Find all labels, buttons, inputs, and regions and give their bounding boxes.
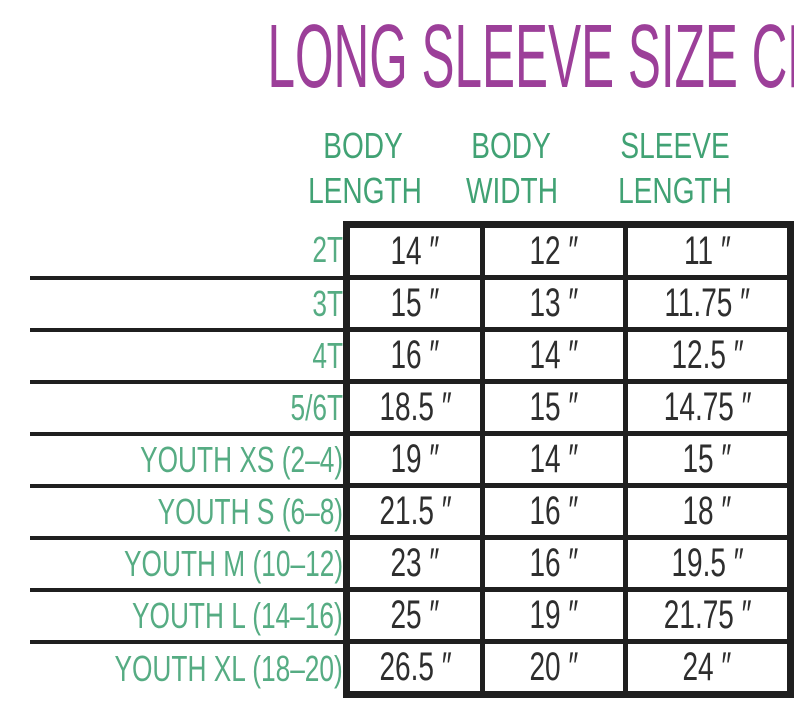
size-value-cell: 19 ″ [480,587,628,644]
row-label-cell: 5/6T [30,381,347,436]
size-table: 2T 14 ″ 12 ″ 11 ″ 3T 15 ″ 13 ″ 11.75 ″ 4… [30,221,794,698]
column-header-sleeve-length: SLEEVE LENGTH [589,123,761,213]
column-header-line: LENGTH [618,170,732,211]
size-value: 12.5 ″ [671,333,744,377]
table-row: 5/6T 18.5 ″ 15 ″ 14.75 ″ [30,379,794,436]
size-value: 19 ″ [529,593,579,637]
table-row: YOUTH XS (2–4) 19 ″ 14 ″ 15 ″ [30,431,794,488]
table-row: 4T 16 ″ 14 ″ 12.5 ″ [30,327,794,384]
size-value-cell: 18.5 ″ [342,379,486,436]
column-header-body-width: BODY WIDTH [434,123,589,213]
size-value: 14 ″ [529,437,579,481]
size-value: 14 ″ [390,229,440,273]
size-value: 24 ″ [682,645,732,689]
size-value: 18.5 ″ [379,385,452,429]
size-value: 21.75 ″ [663,593,752,637]
size-value: 21.5 ″ [379,489,452,533]
column-header-line: BODY [471,125,552,166]
size-value-cell: 18 ″ [622,483,794,540]
size-value: 16 ″ [529,489,579,533]
size-value-cell: 21.5 ″ [342,483,486,540]
row-label: YOUTH XS (2–4) [139,438,343,480]
size-value: 16 ″ [390,333,440,377]
size-value-cell: 19.5 ″ [622,535,794,592]
row-label-cell: YOUTH L (14–16) [30,589,347,644]
row-label-cell: 4T [30,329,347,384]
row-label: 3T [312,282,343,324]
size-value: 23 ″ [390,541,440,585]
row-label: 4T [312,334,343,376]
size-value-cell: 14 ″ [480,327,628,384]
size-value: 20 ″ [529,645,579,689]
table-row: YOUTH XL (18–20) 26.5 ″ 20 ″ 24 ″ [30,639,794,698]
size-value-cell: 16 ″ [342,327,486,384]
row-label: YOUTH M (10–12) [123,542,343,584]
size-value: 25 ″ [390,593,440,637]
page-title-text: LONG SLEEVE SIZE CHART [267,7,794,107]
size-value-cell: 12 ″ [480,221,628,280]
table-row: YOUTH L (14–16) 25 ″ 19 ″ 21.75 ″ [30,587,794,644]
size-value-cell: 14.75 ″ [622,379,794,436]
size-value-cell: 26.5 ″ [342,639,486,698]
size-value-cell: 19 ″ [342,431,486,488]
size-value: 12 ″ [529,229,579,273]
size-value-cell: 13 ″ [480,275,628,332]
size-value: 13 ″ [529,281,579,325]
size-value: 26.5 ″ [379,645,452,689]
size-value-cell: 20 ″ [480,639,628,698]
size-value: 15 ″ [682,437,732,481]
size-value: 18 ″ [682,489,732,533]
row-label: YOUTH L (14–16) [131,594,343,636]
size-value: 15 ″ [390,281,440,325]
row-label-cell: YOUTH M (10–12) [30,537,347,592]
row-label-cell: 2T [30,224,347,280]
size-value-cell: 14 ″ [480,431,628,488]
size-value: 14.75 ″ [663,385,752,429]
size-value-cell: 21.75 ″ [622,587,794,644]
size-value-cell: 11 ″ [622,221,794,280]
size-value: 19 ″ [390,437,440,481]
size-value: 19.5 ″ [671,541,744,585]
row-label: 2T [312,229,343,270]
size-value-cell: 12.5 ″ [622,327,794,384]
size-value: 16 ″ [529,541,579,585]
table-row: YOUTH S (6–8) 21.5 ″ 16 ″ 18 ″ [30,483,794,540]
size-value-cell: 23 ″ [342,535,486,592]
row-label: YOUTH S (6–8) [157,490,343,532]
row-label: 5/6T [290,386,343,428]
size-value: 15 ″ [529,385,579,429]
size-value-cell: 14 ″ [342,221,486,280]
table-row: 2T 14 ″ 12 ″ 11 ″ [30,221,794,280]
size-value-cell: 11.75 ″ [622,275,794,332]
row-label-cell: YOUTH S (6–8) [30,485,347,540]
table-row: YOUTH M (10–12) 23 ″ 16 ″ 19.5 ″ [30,535,794,592]
table-row: 3T 15 ″ 13 ″ 11.75 ″ [30,275,794,332]
page-title: LONG SLEEVE SIZE CHART [0,12,794,102]
size-value-cell: 16 ″ [480,483,628,540]
row-label-cell: YOUTH XS (2–4) [30,433,347,488]
size-value-cell: 15 ″ [622,431,794,488]
column-header-line: LENGTH [308,170,422,211]
row-label: YOUTH XL (18–20) [114,648,343,689]
size-value: 14 ″ [529,333,579,377]
size-value-cell: 15 ″ [480,379,628,436]
size-value: 11 ″ [683,229,731,273]
size-value-cell: 24 ″ [622,639,794,698]
size-value-cell: 15 ″ [342,275,486,332]
row-label-cell: YOUTH XL (18–20) [30,642,346,695]
size-value-cell: 16 ″ [480,535,628,592]
row-label-cell: 3T [30,277,347,332]
column-header-line: WIDTH [465,170,558,211]
size-value: 11.75 ″ [664,281,751,325]
column-header-body-length: BODY LENGTH [292,123,434,213]
size-value-cell: 25 ″ [342,587,486,644]
column-header-line: SLEEVE [620,125,730,166]
column-header-line: BODY [323,125,403,166]
